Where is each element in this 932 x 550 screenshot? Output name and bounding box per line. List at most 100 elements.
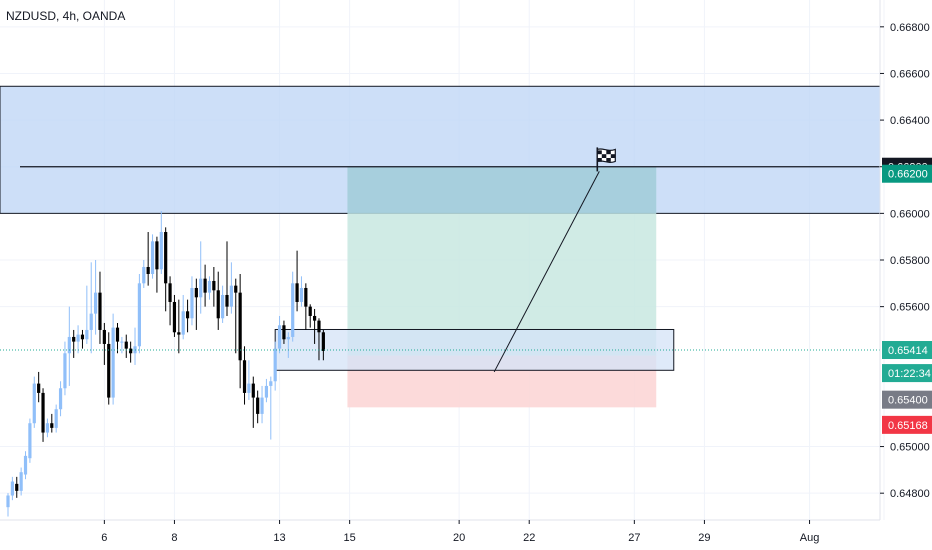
price-axis-layer: 0.66800 0.66600 0.66400 0.66200 0.66000 0.658… [879, 0, 932, 520]
candle-body [313, 315, 317, 321]
candle-body [308, 306, 312, 316]
candle-body [295, 283, 299, 302]
overlays-layer [0, 147, 880, 373]
price-tick-label: 0.64800 [890, 488, 930, 500]
price-tag [882, 164, 932, 183]
chart-title: NZDUSD, 4h, OANDA [6, 9, 125, 23]
date-tick-label: 6 [101, 532, 107, 544]
checkered-flag-icon [596, 147, 616, 172]
candle-body [54, 409, 58, 428]
price-tag [882, 415, 932, 434]
axis-corner [880, 520, 932, 550]
date-tick-label: 15 [344, 532, 356, 544]
candle-body [111, 327, 115, 398]
candle-body [203, 278, 207, 293]
candle-body [234, 285, 238, 293]
candle-body [45, 423, 50, 433]
price-tag [882, 364, 932, 383]
price-tag-label: 0.65400 [888, 395, 928, 407]
candle-body [41, 392, 45, 433]
price-tag [882, 341, 932, 360]
candle-body [37, 383, 41, 393]
candle-body [80, 334, 85, 340]
candle-body [67, 336, 71, 354]
candle-body [229, 285, 233, 307]
candle-body [58, 388, 63, 410]
price-tick-label: 0.65800 [890, 255, 930, 267]
date-tick-label: 8 [171, 532, 177, 544]
candle-body [6, 495, 10, 508]
candle-body [23, 455, 28, 475]
candle-body [172, 301, 177, 333]
candle-body [102, 329, 106, 344]
candle-body [124, 341, 128, 349]
candle-body [177, 332, 181, 335]
candle-body [85, 329, 89, 340]
candle-body [146, 266, 150, 274]
price-tag [882, 390, 932, 409]
candle-body [19, 472, 23, 491]
candle-body [286, 336, 290, 340]
candle-body [129, 348, 133, 354]
candle-body [207, 280, 212, 293]
candle-body [238, 292, 242, 361]
price-tick-label: 0.66800 [890, 22, 930, 34]
price-tag-label: 0.66200 [888, 169, 928, 181]
date-tick-label: 27 [628, 532, 640, 544]
price-tick-label: 0.66000 [890, 208, 930, 220]
price-tick-label: 0.66400 [890, 115, 930, 127]
candle-body [76, 334, 80, 342]
candle-body [89, 313, 93, 330]
candle-body [291, 283, 295, 337]
candle-body [194, 287, 198, 298]
candle-body [299, 287, 304, 302]
candle-body [264, 385, 269, 398]
candle-body [164, 232, 168, 284]
candle-body [10, 481, 14, 496]
date-tick-label: 13 [273, 532, 285, 544]
candle-body [216, 290, 220, 319]
candle-body [190, 287, 194, 319]
candle-body [50, 423, 54, 428]
candle-body [185, 311, 190, 319]
price-tag-label: 0.65168 [888, 420, 928, 432]
candle-body [256, 397, 260, 414]
candle-body [242, 360, 247, 393]
candle-body [15, 483, 19, 491]
position-overlap [347, 166, 657, 214]
position-profit-zone[interactable] [347, 166, 657, 356]
candle-body [159, 232, 163, 270]
candle-body [107, 343, 111, 398]
candle-body [225, 294, 229, 307]
candle-body [199, 278, 203, 298]
candle-body [304, 287, 308, 307]
candle-body [150, 241, 155, 274]
price-tag-label: 01:22:34 [888, 368, 931, 380]
candle-body [212, 280, 216, 291]
price-tick-label: 0.66600 [890, 68, 930, 80]
candle-body [28, 423, 32, 459]
candle-body [72, 336, 76, 342]
candle-body [260, 397, 264, 414]
candle-body [247, 383, 251, 393]
date-tick-label: 29 [698, 532, 710, 544]
price-tag-label: 0.65414 [888, 345, 928, 357]
date-axis-layer: 68131520222729Aug5 [0, 519, 932, 550]
candle-body [142, 266, 146, 284]
candle-body [94, 292, 98, 314]
candle-body [63, 353, 67, 389]
candle-body [269, 381, 273, 386]
price-tick-label: 0.65000 [890, 442, 930, 454]
candle-body [277, 325, 282, 349]
candle-body [317, 320, 321, 333]
candle-body [120, 341, 124, 343]
candle-body [251, 383, 255, 398]
candle-body [221, 294, 225, 319]
candle-body [115, 327, 120, 342]
candle-body [282, 325, 286, 340]
candle-body [155, 241, 159, 270]
projection-line[interactable] [493, 171, 600, 373]
